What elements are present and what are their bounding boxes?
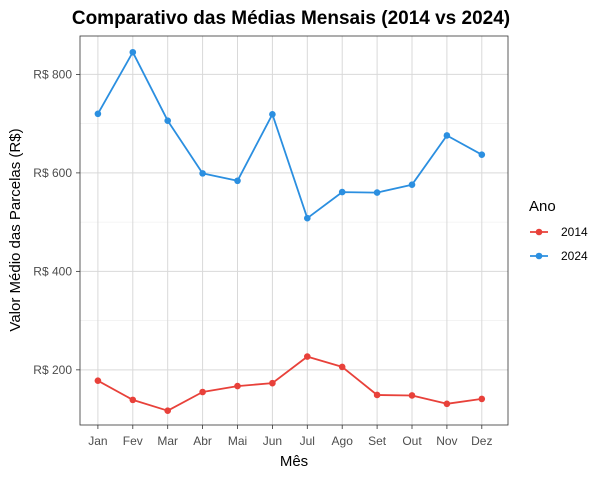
y-tick-label: R$ 400: [33, 264, 72, 278]
series-2014-line: [97, 355, 482, 412]
gridlines: [80, 36, 508, 425]
series-2024-point: [199, 170, 206, 177]
legend-title: Ano: [529, 198, 556, 215]
series-2024-line: [97, 51, 483, 220]
series-2024-point: [338, 188, 346, 196]
series-2024-point: [304, 214, 311, 222]
series-2014-point: [269, 379, 276, 387]
y-axis: R$ 200 R$ 400 R$ 600 R$ 800: [33, 67, 80, 377]
x-tick-label: Jul: [300, 434, 315, 448]
x-tick-label: Nov: [436, 434, 457, 448]
legend-label: 2014: [561, 225, 588, 239]
series-layer: [94, 48, 486, 415]
series-2024: [94, 48, 486, 222]
legend-key-point: [535, 228, 543, 236]
series-2014: [94, 353, 486, 415]
series-2014-point: [129, 396, 137, 404]
legend-label: 2024: [561, 249, 588, 263]
x-tick-label: Jun: [263, 434, 282, 448]
x-tick-label: Dez: [471, 434, 492, 448]
x-tick-label: Ago: [332, 434, 354, 448]
chart-title: Comparativo das Médias Mensais (2014 vs …: [72, 8, 510, 29]
series-2014-point: [373, 391, 381, 399]
x-tick-label: Jan: [88, 434, 107, 448]
x-axis-title: Mês: [280, 453, 308, 470]
series-2014-point: [443, 400, 451, 408]
series-2024-point: [94, 110, 102, 118]
legend-item-2014: 2014: [530, 225, 588, 239]
series-2024-point: [269, 110, 276, 118]
series-2024-point: [408, 181, 416, 189]
y-tick-label: R$ 800: [33, 67, 72, 81]
series-2024-point: [164, 117, 171, 124]
y-axis-title: Valor Médio das Parcelas (R$): [7, 128, 24, 331]
x-tick-label: Abr: [193, 434, 212, 448]
series-2014-point: [94, 377, 102, 384]
series-2014-point: [234, 382, 241, 390]
series-2014-point: [199, 388, 206, 396]
x-tick-label: Fev: [123, 434, 143, 448]
legend-key-point: [535, 252, 543, 260]
series-2014-point: [338, 363, 346, 371]
x-tick-label: Mai: [228, 434, 247, 448]
x-tick-label: Set: [368, 434, 387, 448]
series-2024-point: [129, 48, 137, 56]
x-tick-label: Out: [402, 434, 422, 448]
series-2014-point: [304, 353, 311, 360]
legend-items: 2014 2024: [530, 225, 588, 263]
legend-item-2024: 2024: [530, 249, 588, 263]
legend: Ano 2014 2024: [529, 198, 588, 263]
series-2014-point: [408, 392, 416, 399]
x-axis: Jan Fev Mar Abr Mai Jun Jul Ago Set Out Nov Dez: [88, 425, 492, 448]
series-2014-point: [478, 395, 486, 403]
plot-panel-border: [79, 35, 509, 426]
y-tick-label: R$ 200: [33, 363, 72, 377]
series-2014-point: [164, 407, 171, 415]
series-2024-point: [478, 151, 486, 158]
x-tick-label: Mar: [157, 434, 178, 448]
y-tick-label: R$ 600: [33, 166, 72, 180]
series-2024-point: [373, 189, 381, 196]
series-2024-point: [234, 177, 241, 185]
series-2024-point: [443, 132, 451, 139]
